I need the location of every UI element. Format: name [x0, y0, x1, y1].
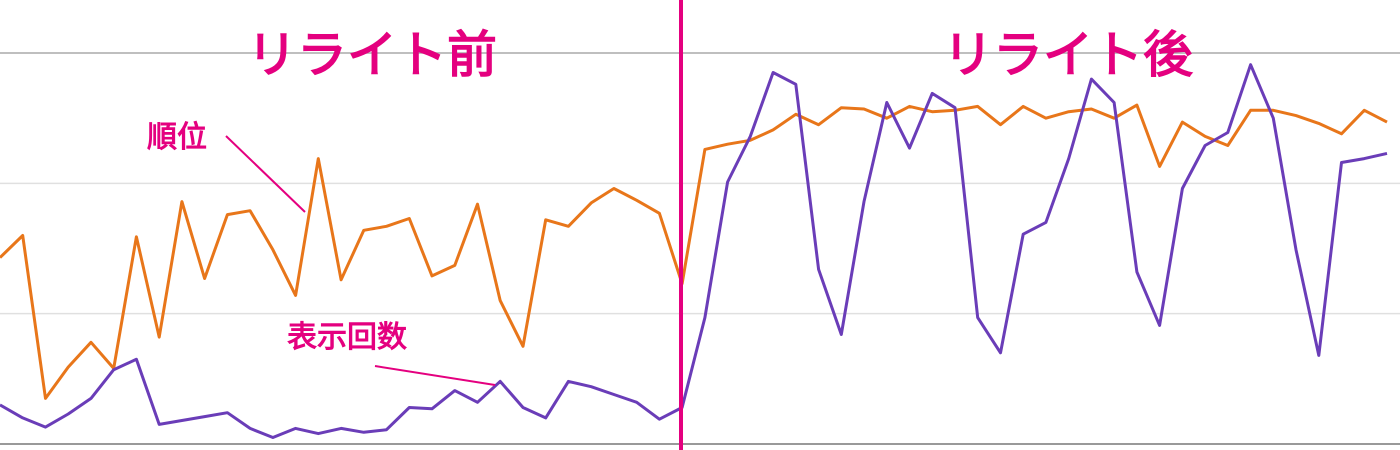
series-label: 順位 — [147, 120, 207, 155]
lines — [0, 63, 1388, 439]
series-line — [0, 63, 1388, 439]
series-line — [0, 103, 1388, 400]
grid — [0, 52, 1400, 445]
leader-line — [374, 365, 496, 386]
series-label: 表示回数 — [287, 320, 408, 355]
after-label: リライト後 — [943, 26, 1194, 84]
before-label: リライト前 — [247, 26, 497, 84]
leader-line — [225, 135, 306, 213]
